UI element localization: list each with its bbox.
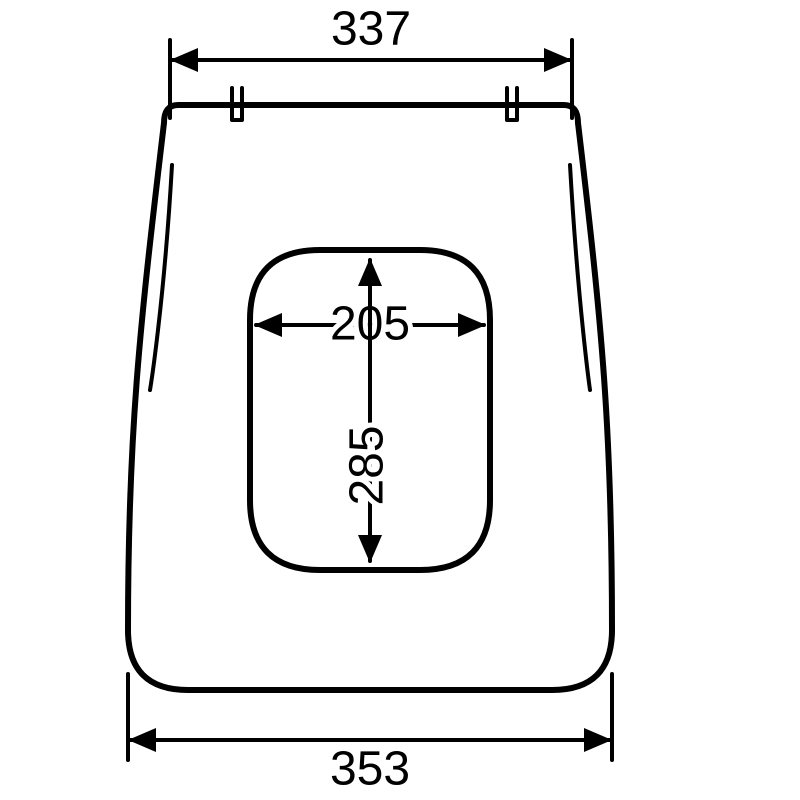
dim-label: 337: [331, 3, 411, 56]
dim-label: 285: [341, 425, 394, 505]
arrowhead-right-icon: [458, 313, 486, 337]
dim-label: 353: [330, 743, 410, 796]
arrowhead-left-icon: [128, 728, 156, 752]
arrowhead-up-icon: [358, 258, 382, 286]
arrowhead-left-icon: [254, 313, 282, 337]
arrowhead-down-icon: [358, 535, 382, 563]
dimension-drawing: 337 353 205 285: [0, 0, 800, 800]
arrowhead-left-icon: [170, 48, 198, 72]
arrowhead-right-icon: [584, 728, 612, 752]
arrowhead-right-icon: [544, 48, 572, 72]
